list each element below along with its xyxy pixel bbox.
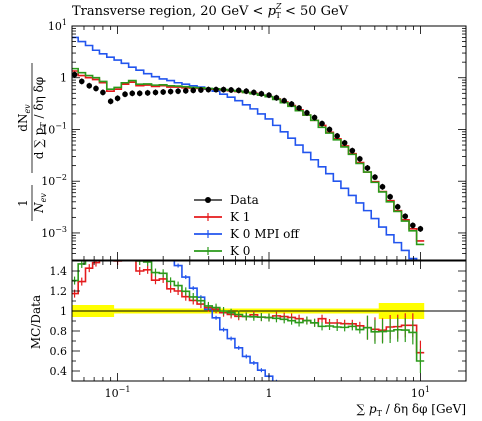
- data-point: [129, 90, 136, 97]
- data-point: [144, 90, 151, 96]
- data-point: [220, 86, 227, 93]
- y-tick-label: 10−3: [41, 225, 67, 240]
- series-k0off-line: [72, 36, 418, 260]
- data-point: [288, 101, 295, 107]
- data-point: [136, 90, 143, 97]
- ratio-tick-label: 1.2: [50, 285, 68, 298]
- data-point: [417, 226, 424, 232]
- ratio-panel-series: [72, 261, 425, 381]
- legend: Data K 1 K 0 MPI off K 0: [194, 193, 300, 258]
- data-point: [387, 193, 393, 200]
- data-point: [78, 78, 85, 85]
- data-point: [190, 87, 197, 94]
- ratio-y-axis-label: MC/Data: [29, 295, 43, 349]
- ratio-tick-label: 0.6: [50, 345, 68, 358]
- data-point: [273, 94, 280, 101]
- x-tick-label: 101: [411, 385, 430, 400]
- y-tick-label: 1: [60, 72, 67, 85]
- data-point: [311, 114, 318, 121]
- data-point: [213, 86, 219, 93]
- data-point: [167, 88, 174, 95]
- ratio-uncertainty-band: [72, 303, 466, 319]
- svg-text:d ∑ pT / δη δφ: d ∑ pT / δη δφ: [32, 77, 48, 159]
- data-point: [93, 85, 99, 92]
- x-tick-label: 10−1: [105, 385, 131, 400]
- data-point: [114, 95, 121, 102]
- ratio-tick-label: 1.4: [50, 265, 68, 278]
- legend-label-k0off: K 0 MPI off: [230, 227, 300, 241]
- data-point: [258, 90, 265, 97]
- data-point: [394, 204, 401, 210]
- data-point: [205, 86, 212, 93]
- data-point: [326, 126, 333, 133]
- data-point: [243, 88, 250, 94]
- legend-label-k0: K 0: [230, 244, 250, 258]
- data-point: [198, 87, 204, 93]
- data-point: [341, 140, 348, 146]
- svg-text:Nev: Nev: [32, 193, 48, 214]
- ratio-tick-label: 0.8: [50, 325, 68, 338]
- data-point: [72, 71, 78, 78]
- chart-title: Transverse region, 20 GeV < pZ T < 50 GeV: [72, 2, 349, 20]
- data-point: [100, 89, 106, 96]
- legend-label-k1: K 1: [230, 210, 250, 224]
- data-point: [266, 92, 272, 98]
- data-point: [228, 87, 234, 93]
- data-point: [372, 174, 378, 180]
- data-point: [402, 213, 409, 220]
- data-point: [107, 98, 114, 105]
- y-tick-label: 10−1: [41, 121, 67, 136]
- ratio-tick-label: 1: [60, 305, 67, 318]
- data-point: [86, 82, 93, 89]
- svg-text:1: 1: [16, 199, 30, 207]
- legend-label-data: Data: [230, 193, 259, 207]
- data-point: [251, 89, 257, 96]
- svg-text:dNev: dNev: [16, 104, 32, 132]
- x-axis-label: ∑ pT / δη δφ [GeV]: [357, 402, 466, 418]
- legend-marker-data: [205, 197, 211, 203]
- data-point: [160, 89, 166, 95]
- main-panel-frame: [71, 25, 467, 261]
- axis-ticks: 10−1 1 101 101 1 10−1 10−2 10−3 1.4 1.2 1 0.8 0.6 0.4: [41, 18, 467, 400]
- data-point: [281, 97, 287, 104]
- data-point: [182, 87, 189, 94]
- data-point: [122, 91, 128, 98]
- y-tick-label: 10−2: [41, 173, 67, 188]
- data-point: [152, 89, 159, 96]
- ratio-tick-label: 0.4: [50, 365, 68, 378]
- y-tick-label: 101: [48, 18, 67, 33]
- data-point: [349, 147, 356, 154]
- data-point: [334, 133, 340, 139]
- data-point: [175, 88, 181, 94]
- data-point: [235, 87, 242, 94]
- data-point: [296, 105, 302, 111]
- data-point: [364, 165, 371, 171]
- data-point: [379, 183, 386, 190]
- data-point: [410, 222, 416, 229]
- x-tick-label: 1: [266, 387, 273, 400]
- ratio-k1-line: [72, 261, 425, 354]
- data-point: [357, 156, 363, 162]
- main-panel-series: [72, 36, 425, 260]
- data-point: [319, 120, 325, 127]
- data-point: [304, 110, 310, 116]
